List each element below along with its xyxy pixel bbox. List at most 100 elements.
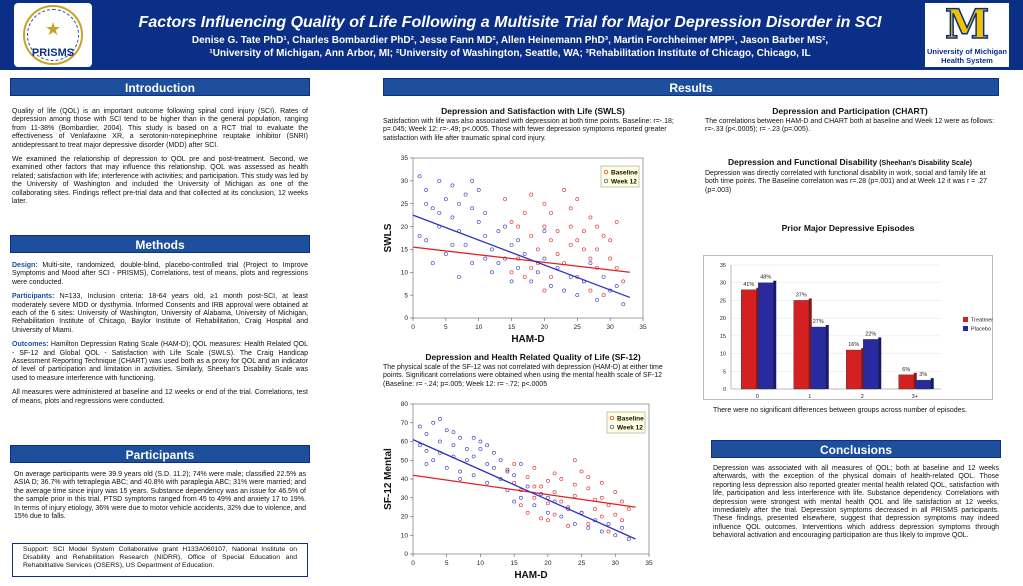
sf12-y-tick-label-5: 50 — [401, 457, 409, 464]
sf12-point-1-0 — [417, 424, 422, 429]
swls-point-0-7 — [549, 238, 553, 243]
sf12-legend-marker-1 — [609, 424, 615, 430]
sf12-point-0-40 — [552, 512, 557, 517]
sf12-point-0-8 — [559, 477, 564, 481]
swls-point-0-3 — [522, 210, 527, 215]
swls-point-1-16 — [450, 183, 455, 188]
bar-category-label-3: 3+ — [912, 394, 918, 400]
swls-point-1-10 — [476, 220, 481, 224]
bar-0-1 — [793, 300, 809, 390]
sf12-point-1-43 — [417, 443, 422, 448]
sf12-y-tick-label-7: 70 — [401, 420, 409, 427]
sf12-point-1-8 — [465, 447, 469, 451]
poster-title: Factors Influencing Quality of Life Foll… — [138, 14, 882, 31]
swls-point-0-1 — [509, 220, 514, 224]
swls-legend-marker-1 — [603, 178, 609, 184]
sf12-y-tick-label-0: 0 — [404, 551, 408, 558]
sf12-point-0-7 — [552, 490, 557, 495]
swls-point-0-41 — [529, 265, 534, 270]
sf12-text: The physical scale of the SF-12 was not … — [383, 364, 663, 388]
swls-point-1-5 — [443, 197, 448, 202]
swls-point-1-52 — [483, 256, 488, 261]
swls-point-1-4 — [424, 238, 429, 243]
swls-point-0-35 — [568, 206, 573, 211]
participants-text: On average participants were 39.9 years … — [14, 471, 306, 521]
sf12-point-1-21 — [485, 480, 490, 485]
block-m-icon: M — [944, 1, 990, 48]
bar-category-label-1: 1 — [808, 394, 811, 400]
sf12-fit-line-1 — [412, 439, 636, 540]
sf12-point-1-7 — [458, 435, 463, 440]
sf12-x-tick-label-2: 10 — [477, 560, 485, 567]
swls-point-1-53 — [503, 224, 507, 229]
swls-point-0-34 — [509, 270, 514, 275]
swls-title: Depression and Satisfaction with Life (S… — [441, 106, 625, 116]
sf12-point-0-38 — [620, 499, 624, 504]
support-box: Support: SCI Model System Collaborative … — [12, 543, 308, 577]
bar-y-tick-label-6: 30 — [720, 281, 726, 287]
sf12-point-1-16 — [451, 430, 456, 435]
bar-depth-1-1 — [825, 325, 829, 389]
swls-point-1-14 — [437, 178, 442, 183]
bar-0-0 — [741, 289, 757, 390]
swls-point-0-39 — [542, 224, 547, 229]
sf12-point-0-17 — [620, 518, 624, 523]
swls-point-1-39 — [601, 274, 606, 279]
swls-x-axis-label: HAM-D — [511, 334, 544, 345]
sf12-point-1-22 — [492, 465, 496, 470]
sf12-point-0-36 — [586, 475, 591, 480]
bar-data-label-0-0: 41% — [743, 282, 754, 288]
swls-y-tick-label-4: 20 — [401, 224, 409, 231]
sf12-x-tick-label-3: 15 — [511, 560, 519, 567]
swls-y-tick-label-0: 0 — [404, 315, 408, 322]
sf12-point-0-35 — [572, 458, 577, 463]
sf12-point-0-24 — [572, 482, 577, 487]
swls-point-1-43 — [417, 233, 422, 238]
swls-y-tick-label-7: 35 — [401, 155, 409, 162]
swls-point-1-49 — [542, 229, 547, 234]
logo-ring — [23, 5, 83, 65]
bar-depth-0-3 — [913, 372, 917, 389]
conclusions-heading: Conclusions — [711, 440, 1001, 458]
sf12-point-1-42 — [626, 537, 631, 541]
sf12-legend-label-1: Week 12 — [617, 425, 643, 432]
methods-final: All measures were administered at baseli… — [12, 389, 308, 405]
sf12-y-tick-label-3: 30 — [401, 495, 409, 502]
swls-point-1-47 — [496, 261, 501, 266]
sf12-point-1-6 — [451, 443, 456, 448]
design-label: Design: — [12, 262, 38, 269]
swls-point-1-50 — [457, 274, 461, 279]
sf12-point-0-23 — [566, 523, 570, 528]
sf12-point-1-12 — [492, 450, 496, 455]
sf12-x-tick-label-6: 30 — [612, 560, 620, 567]
swls-point-0-6 — [542, 201, 547, 206]
bar-depth-0-1 — [808, 298, 812, 389]
swls-y-tick-label-2: 10 — [401, 269, 409, 276]
swls-y-tick-label-3: 15 — [401, 247, 409, 254]
sf12-point-1-1 — [424, 432, 429, 436]
bar-data-label-1-2: 22% — [865, 331, 876, 337]
swls-y-tick-label-6: 30 — [401, 178, 409, 185]
bar-y-tick-label-3: 15 — [720, 334, 726, 340]
poster-authors: Denise G. Tate PhD¹, Charles Bombardier … — [191, 35, 829, 46]
bar-depth-1-2 — [878, 337, 882, 389]
bar-depth-0-2 — [861, 348, 865, 389]
swls-point-1-15 — [443, 252, 448, 256]
sf12-point-1-41 — [620, 525, 624, 530]
bar-depth-1-0 — [773, 280, 777, 389]
swls-point-0-21 — [542, 288, 547, 293]
sf12-title: Depression and Health Related Quality of… — [425, 352, 641, 362]
prior-episodes-note: There were no significant differences be… — [713, 407, 967, 414]
swls-point-1-32 — [555, 265, 560, 270]
swls-point-0-9 — [562, 188, 567, 192]
swls-x-tick-label-4: 20 — [541, 324, 549, 331]
bar-1-2 — [863, 339, 879, 390]
sf12-point-0-37 — [599, 495, 604, 500]
swls-legend-box — [600, 165, 640, 188]
sf12-point-1-46 — [471, 435, 476, 440]
conclusions-text: Depression was associated with all measu… — [713, 465, 999, 540]
swls-point-1-46 — [470, 178, 475, 183]
sf12-point-0-32 — [539, 516, 544, 521]
sf12-point-1-40 — [613, 533, 618, 538]
swls-point-0-40 — [549, 274, 553, 279]
